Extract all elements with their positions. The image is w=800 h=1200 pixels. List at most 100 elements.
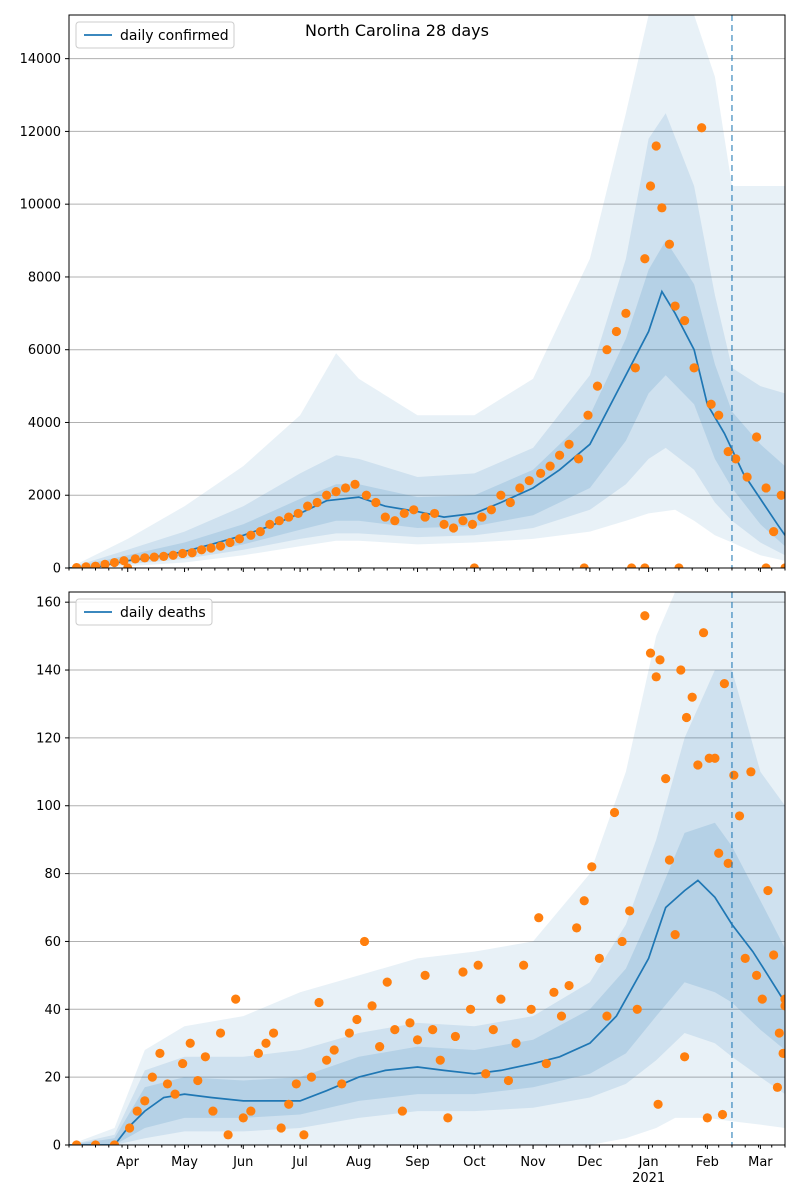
data-point [185, 1038, 195, 1048]
data-point [706, 399, 716, 409]
data-point [772, 1082, 783, 1092]
x-tick-label: Dec [577, 1155, 602, 1170]
data-point [206, 543, 216, 553]
data-point [178, 1058, 188, 1069]
data-point [155, 1048, 165, 1058]
data-point [344, 1028, 354, 1038]
data-point [132, 1106, 142, 1116]
data-point [776, 490, 785, 500]
data-point [697, 123, 707, 133]
data-point [253, 1048, 264, 1058]
data-point [420, 970, 430, 980]
y-tick-label: 8000 [28, 270, 61, 285]
data-point [147, 1072, 157, 1082]
x-tick-label: Feb [696, 1155, 719, 1170]
data-point [734, 811, 745, 821]
data-point [769, 950, 779, 960]
data-point [717, 1109, 728, 1120]
legend-box [75, 598, 213, 626]
data-point [670, 930, 680, 940]
data-point [234, 534, 245, 544]
data-point [680, 316, 690, 326]
figure-title: North Carolina 28 days [305, 21, 489, 40]
data-point [545, 461, 555, 471]
data-point [397, 1106, 407, 1116]
data-point [583, 410, 593, 420]
data-point [246, 530, 256, 540]
data-point [375, 1042, 385, 1052]
data-point [477, 512, 487, 522]
data-point [458, 967, 468, 977]
data-point [698, 628, 709, 638]
data-point [246, 1106, 256, 1116]
plot-area [69, 15, 785, 568]
data-point [312, 497, 322, 508]
data-point [640, 611, 650, 621]
data-point [215, 541, 226, 551]
data-point [274, 516, 284, 526]
data-point [90, 561, 101, 568]
data-point [405, 1018, 415, 1028]
x-year-label: 2021 [632, 1171, 665, 1186]
data-point [664, 239, 675, 249]
data-point [168, 550, 178, 560]
data-point [651, 672, 661, 682]
data-point [488, 1025, 498, 1035]
data-point [350, 479, 360, 489]
legend: daily confirmed [75, 21, 235, 49]
data-point [448, 523, 459, 533]
data-point [687, 692, 697, 702]
data-point [200, 1052, 210, 1062]
data-point [306, 1072, 317, 1082]
y-tick-label: 0 [53, 1139, 61, 1154]
data-point [630, 363, 640, 373]
data-point [661, 773, 671, 784]
band-outer [69, 15, 785, 568]
data-point [450, 1031, 461, 1042]
data-point [689, 363, 699, 373]
data-point [621, 308, 631, 318]
data-point [769, 527, 779, 537]
data-point [382, 977, 392, 987]
data-point [564, 980, 574, 991]
data-point [390, 516, 400, 526]
band-inner [69, 822, 785, 1145]
data-point [428, 1025, 438, 1035]
data-point [359, 936, 370, 947]
data-point [626, 563, 637, 568]
data-point [361, 490, 371, 500]
data-point [496, 490, 506, 500]
x-tick-label: Jun [232, 1155, 253, 1170]
series-line [69, 879, 785, 1145]
data-point [380, 512, 390, 522]
data-point [435, 1055, 445, 1065]
data-point [276, 1123, 286, 1133]
data-point [680, 1052, 690, 1062]
data-point [640, 254, 650, 264]
data-point [367, 1001, 377, 1011]
data-point [268, 1028, 279, 1038]
x-tick-label: Jan [638, 1155, 659, 1170]
data-point [331, 486, 341, 497]
data-point [740, 953, 750, 964]
data-point [742, 472, 752, 482]
data-point [617, 936, 627, 947]
data-point [496, 994, 506, 1004]
data-point [322, 490, 332, 500]
data-point [541, 1058, 551, 1069]
data-point [653, 1099, 663, 1109]
x-tick-label: Aug [346, 1155, 371, 1170]
data-point [390, 1025, 400, 1035]
data-point [261, 1038, 271, 1048]
data-point [780, 1001, 785, 1011]
data-point [778, 1048, 785, 1058]
data-point [170, 1089, 180, 1099]
data-point [511, 1038, 521, 1048]
data-point [602, 345, 612, 355]
data-point [473, 960, 483, 970]
data-point [526, 1004, 536, 1014]
data-point [322, 1055, 332, 1065]
y-tick-label: 10000 [20, 198, 61, 213]
data-point [693, 760, 703, 770]
data-point [481, 1069, 491, 1079]
